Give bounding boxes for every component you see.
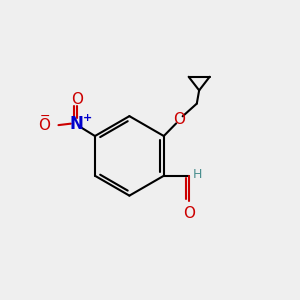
Text: N: N bbox=[70, 115, 84, 133]
Text: H: H bbox=[192, 168, 202, 181]
Text: O: O bbox=[71, 92, 83, 107]
Text: +: + bbox=[83, 113, 92, 123]
Text: O: O bbox=[183, 206, 195, 221]
Text: O: O bbox=[38, 118, 50, 133]
Text: −: − bbox=[40, 110, 50, 123]
Text: O: O bbox=[173, 112, 185, 127]
